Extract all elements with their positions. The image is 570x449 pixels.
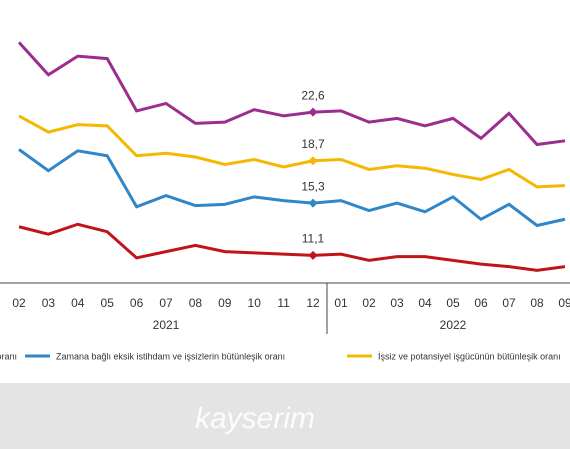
x-tick-label: 05: [101, 296, 115, 310]
point-marker: [308, 156, 318, 166]
series-line: [18, 148, 566, 228]
x-tick-label: 03: [390, 296, 404, 310]
x-tick-label: 07: [502, 296, 516, 310]
year-label: 2022: [440, 318, 467, 332]
x-tick-label: 07: [159, 296, 173, 310]
legend-label: İşsiz ve potansiyel işgücünün bütünleşik…: [378, 351, 561, 361]
x-tick-label: 09: [218, 296, 232, 310]
x-tick-label: 08: [530, 296, 544, 310]
watermark: kayserim: [195, 402, 315, 435]
data-label: 22,6: [301, 88, 325, 102]
x-tick-label: 01: [334, 296, 348, 310]
x-tick-label: 10: [248, 296, 262, 310]
x-tick-label: 09: [558, 296, 570, 310]
data-label: 15,3: [301, 179, 325, 193]
series-line: [18, 222, 566, 272]
legend-label: Zamana bağlı eksik istihdam ve işsizleri…: [56, 351, 285, 361]
legend-label: oranı: [0, 351, 17, 361]
x-tick-label: 06: [474, 296, 488, 310]
x-tick-label: 02: [362, 296, 376, 310]
x-tick-label: 03: [42, 296, 56, 310]
series-line: [17, 41, 566, 147]
point-marker: [308, 198, 318, 208]
x-tick-label: 08: [189, 296, 203, 310]
x-tick-label: 06: [130, 296, 144, 310]
year-label: 2021: [153, 318, 180, 332]
point-marker: [308, 250, 318, 260]
footer-band: [0, 383, 570, 449]
data-label: 18,7: [301, 137, 325, 151]
data-label: 11,1: [302, 232, 325, 246]
x-tick-label: 11: [277, 296, 290, 310]
point-marker: [308, 107, 318, 117]
x-tick-label: 04: [71, 296, 85, 310]
x-tick-label: 04: [418, 296, 432, 310]
x-tick-label: 12: [306, 296, 320, 310]
series-line: [18, 114, 566, 189]
x-tick-label: 05: [446, 296, 460, 310]
x-tick-label: 02: [12, 296, 26, 310]
